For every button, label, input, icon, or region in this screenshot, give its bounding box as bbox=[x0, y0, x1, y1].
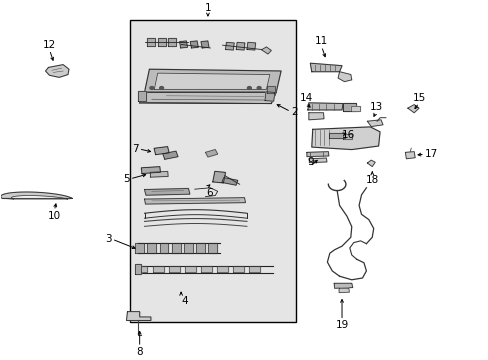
Circle shape bbox=[257, 86, 261, 89]
Polygon shape bbox=[338, 288, 348, 293]
Polygon shape bbox=[159, 243, 168, 253]
Polygon shape bbox=[225, 42, 234, 50]
Polygon shape bbox=[329, 132, 344, 138]
Polygon shape bbox=[307, 103, 342, 110]
Polygon shape bbox=[183, 243, 192, 253]
Circle shape bbox=[247, 86, 251, 89]
Polygon shape bbox=[196, 243, 204, 253]
Polygon shape bbox=[310, 63, 341, 72]
Text: 5: 5 bbox=[123, 174, 130, 184]
Text: 10: 10 bbox=[48, 211, 61, 221]
Text: 12: 12 bbox=[43, 40, 56, 50]
Text: 13: 13 bbox=[369, 102, 382, 112]
Polygon shape bbox=[154, 73, 269, 89]
Polygon shape bbox=[342, 103, 355, 111]
Polygon shape bbox=[144, 198, 245, 204]
Polygon shape bbox=[309, 158, 326, 163]
Polygon shape bbox=[222, 177, 237, 185]
Polygon shape bbox=[366, 160, 374, 167]
Text: 4: 4 bbox=[181, 296, 187, 306]
Text: 3: 3 bbox=[105, 234, 112, 244]
Text: 16: 16 bbox=[341, 130, 355, 140]
Polygon shape bbox=[126, 312, 151, 320]
Polygon shape bbox=[137, 266, 147, 273]
Text: 18: 18 bbox=[365, 175, 378, 185]
Text: 1: 1 bbox=[204, 3, 211, 13]
Polygon shape bbox=[233, 266, 244, 273]
Polygon shape bbox=[190, 41, 198, 48]
Polygon shape bbox=[147, 38, 155, 45]
Polygon shape bbox=[246, 42, 255, 50]
Polygon shape bbox=[236, 42, 244, 50]
Polygon shape bbox=[407, 105, 418, 113]
Polygon shape bbox=[343, 134, 351, 139]
Polygon shape bbox=[306, 152, 328, 157]
Polygon shape bbox=[267, 86, 275, 93]
Polygon shape bbox=[179, 41, 187, 48]
Polygon shape bbox=[217, 266, 227, 273]
Polygon shape bbox=[158, 38, 165, 45]
Polygon shape bbox=[184, 266, 195, 273]
Text: 6: 6 bbox=[206, 188, 213, 198]
Polygon shape bbox=[201, 266, 211, 273]
Polygon shape bbox=[141, 167, 160, 174]
Polygon shape bbox=[308, 113, 324, 120]
Polygon shape bbox=[249, 266, 260, 273]
Polygon shape bbox=[144, 189, 189, 195]
Text: 7: 7 bbox=[132, 144, 139, 154]
Polygon shape bbox=[405, 152, 414, 159]
Polygon shape bbox=[168, 266, 179, 273]
Polygon shape bbox=[45, 65, 69, 77]
Text: 17: 17 bbox=[424, 149, 437, 159]
Text: 15: 15 bbox=[411, 93, 425, 103]
Polygon shape bbox=[0, 192, 72, 199]
Polygon shape bbox=[350, 106, 359, 111]
Polygon shape bbox=[147, 243, 156, 253]
Text: 2: 2 bbox=[290, 107, 297, 117]
FancyBboxPatch shape bbox=[130, 20, 295, 322]
Polygon shape bbox=[154, 147, 169, 154]
Text: 14: 14 bbox=[299, 93, 312, 103]
Polygon shape bbox=[171, 243, 180, 253]
Polygon shape bbox=[333, 283, 352, 288]
Polygon shape bbox=[135, 264, 141, 274]
Polygon shape bbox=[153, 266, 163, 273]
Polygon shape bbox=[150, 171, 168, 177]
Text: 8: 8 bbox=[136, 347, 142, 357]
Text: 19: 19 bbox=[335, 320, 348, 330]
Polygon shape bbox=[261, 47, 271, 54]
Polygon shape bbox=[264, 92, 274, 101]
Polygon shape bbox=[144, 69, 281, 92]
Polygon shape bbox=[208, 243, 217, 253]
Text: 11: 11 bbox=[314, 36, 327, 46]
Circle shape bbox=[150, 86, 154, 89]
Polygon shape bbox=[212, 171, 225, 183]
Polygon shape bbox=[201, 41, 208, 48]
Polygon shape bbox=[337, 72, 351, 82]
Polygon shape bbox=[311, 127, 379, 149]
Polygon shape bbox=[163, 151, 178, 159]
Polygon shape bbox=[168, 38, 176, 45]
Polygon shape bbox=[366, 120, 382, 127]
Polygon shape bbox=[140, 92, 276, 104]
Polygon shape bbox=[138, 91, 146, 101]
Polygon shape bbox=[205, 149, 217, 157]
Circle shape bbox=[159, 86, 163, 89]
Polygon shape bbox=[135, 243, 144, 253]
Text: 9: 9 bbox=[306, 157, 313, 167]
